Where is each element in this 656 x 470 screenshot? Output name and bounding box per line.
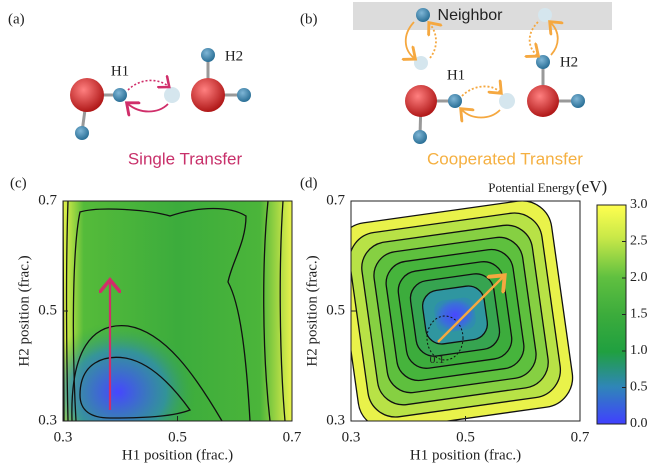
colorbar-unit: (eV) <box>576 177 607 196</box>
caption: Single Transfer <box>128 149 243 168</box>
figure: (a) H1 H2 Single Transfer (b) Neighbor H… <box>0 0 656 470</box>
x-tick-label: 0.5 <box>168 429 187 445</box>
panel-label: (a) <box>8 11 25 27</box>
y-axis-label: H2 position (frac.) <box>16 255 32 366</box>
x-tick-label: 0.3 <box>54 429 73 445</box>
panel-label: (c) <box>10 175 27 191</box>
neighbor-label: Neighbor <box>438 7 504 24</box>
colorbar-tick-label: 1.0 <box>630 343 648 358</box>
atom-label: H1 <box>447 67 465 83</box>
caption: Cooperated Transfer <box>427 149 583 168</box>
colorbar-label: Potential Energy <box>488 180 575 195</box>
y-tick-label: 0.7 <box>326 192 345 208</box>
x-tick-label: 0.3 <box>342 429 361 445</box>
contour-surface <box>38 201 292 462</box>
y-axis-label: H2 position (frac.) <box>304 255 320 366</box>
panel-label: (d) <box>300 175 318 191</box>
colorbar-tick-label: 2.5 <box>630 234 648 249</box>
colorbar-tick-label: 2.0 <box>630 270 648 285</box>
contour-core <box>433 296 477 333</box>
y-tick-label: 0.5 <box>326 302 345 318</box>
panel-label: (b) <box>300 11 318 27</box>
x-axis-label: H1 position (frac.) <box>122 447 233 463</box>
contour-surface <box>334 197 577 433</box>
atom-label: H1 <box>111 63 129 79</box>
colorbar-tick-label: 1.5 <box>630 307 648 322</box>
colorbar-tick-label: 0.5 <box>630 380 648 395</box>
panel-b: (b) Neighbor H1 H2 Cooperated Transfer <box>300 2 612 168</box>
colorbar-tick-label: 3.0 <box>630 197 648 212</box>
x-tick-label: 0.5 <box>456 429 475 445</box>
colorbar-tick-label: 0.0 <box>630 416 648 431</box>
x-tick-label: 0.7 <box>571 429 590 445</box>
panel-a: (a) H1 H2 Single Transfer <box>8 11 251 168</box>
x-tick-label: 0.7 <box>283 429 302 445</box>
y-tick-label: 0.3 <box>38 412 57 428</box>
x-axis-label: H1 position (frac.) <box>410 447 521 463</box>
y-tick-label: 0.7 <box>38 192 57 208</box>
colorbar <box>597 205 626 424</box>
atom-label: H2 <box>225 48 243 64</box>
contour-label: 0.1 <box>430 352 445 366</box>
y-tick-label: 0.3 <box>326 412 345 428</box>
y-tick-label: 0.5 <box>38 302 57 318</box>
atom-label: H2 <box>560 54 578 70</box>
